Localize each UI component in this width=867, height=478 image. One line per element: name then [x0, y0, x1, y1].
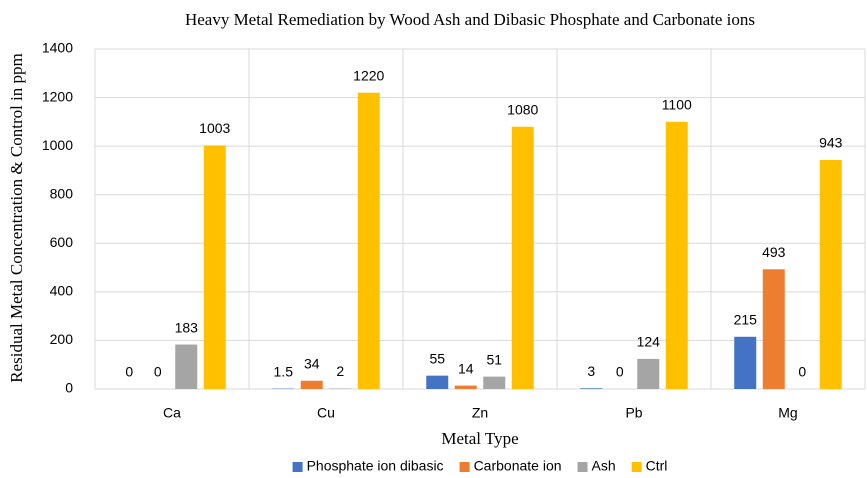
- data-label: 1080: [507, 101, 538, 117]
- legend-swatch: [631, 462, 642, 472]
- data-label: 183: [175, 319, 199, 335]
- bar: [819, 159, 842, 389]
- legend-label: Ash: [592, 458, 616, 474]
- bar: [734, 336, 757, 389]
- bar: [203, 145, 226, 389]
- data-label: 215: [734, 311, 758, 327]
- bar: [511, 126, 534, 389]
- x-tick-label: Ca: [163, 405, 181, 421]
- data-label: 0: [616, 364, 624, 380]
- y-tick-label: 1200: [42, 88, 73, 104]
- data-label: 124: [637, 334, 661, 350]
- x-tick-label: Cu: [317, 405, 335, 421]
- bar: [426, 375, 449, 389]
- bar: [637, 358, 660, 389]
- data-label: 0: [125, 364, 133, 380]
- y-axis-label: Residual Metal Concentration & Control i…: [7, 53, 26, 383]
- bar: [357, 92, 380, 389]
- data-label: 0: [798, 364, 806, 380]
- bar: [665, 121, 688, 389]
- data-label: 55: [429, 350, 445, 366]
- y-tick-label: 800: [50, 185, 74, 201]
- data-label: 3: [587, 363, 595, 379]
- x-axis-label: Metal Type: [441, 429, 518, 448]
- data-label: 493: [762, 244, 786, 260]
- data-label: 943: [819, 135, 843, 151]
- legend: Phosphate ion dibasic Carbonate ion Ash Ctr…: [292, 458, 668, 474]
- x-tick-label: Zn: [472, 405, 488, 421]
- bar: [580, 388, 603, 389]
- data-label: 1.5: [274, 363, 294, 379]
- legend-swatch: [459, 462, 470, 472]
- data-label: 51: [486, 351, 502, 367]
- data-label: 1003: [199, 120, 230, 136]
- y-tick-label: 200: [50, 331, 74, 347]
- bar: [762, 269, 785, 389]
- data-label: 2: [336, 363, 344, 379]
- data-label: 34: [304, 355, 320, 371]
- y-tick-label: 0: [65, 380, 73, 396]
- x-tick-label: Pb: [625, 405, 642, 421]
- legend-swatch: [292, 462, 303, 472]
- bar: [300, 380, 323, 389]
- y-tick-label: 400: [50, 283, 74, 299]
- y-tick-label: 1000: [42, 137, 73, 153]
- chart-title: Heavy Metal Remediation by Wood Ash and …: [185, 10, 755, 29]
- bar: [175, 344, 198, 389]
- data-label: 1100: [662, 97, 692, 113]
- legend-label: Ctrl: [646, 458, 668, 474]
- y-tick-label: 600: [50, 234, 74, 250]
- y-tick-label: 1400: [42, 40, 73, 56]
- data-label: 1220: [353, 67, 384, 83]
- data-label: 0: [154, 364, 162, 380]
- bar: [454, 385, 477, 389]
- x-tick-label: Mg: [778, 405, 797, 421]
- bar: [483, 376, 506, 389]
- legend-label: Phosphate ion dibasic: [307, 458, 444, 474]
- legend-label: Carbonate ion: [474, 458, 562, 474]
- legend-swatch: [577, 462, 588, 472]
- data-label: 14: [458, 360, 474, 376]
